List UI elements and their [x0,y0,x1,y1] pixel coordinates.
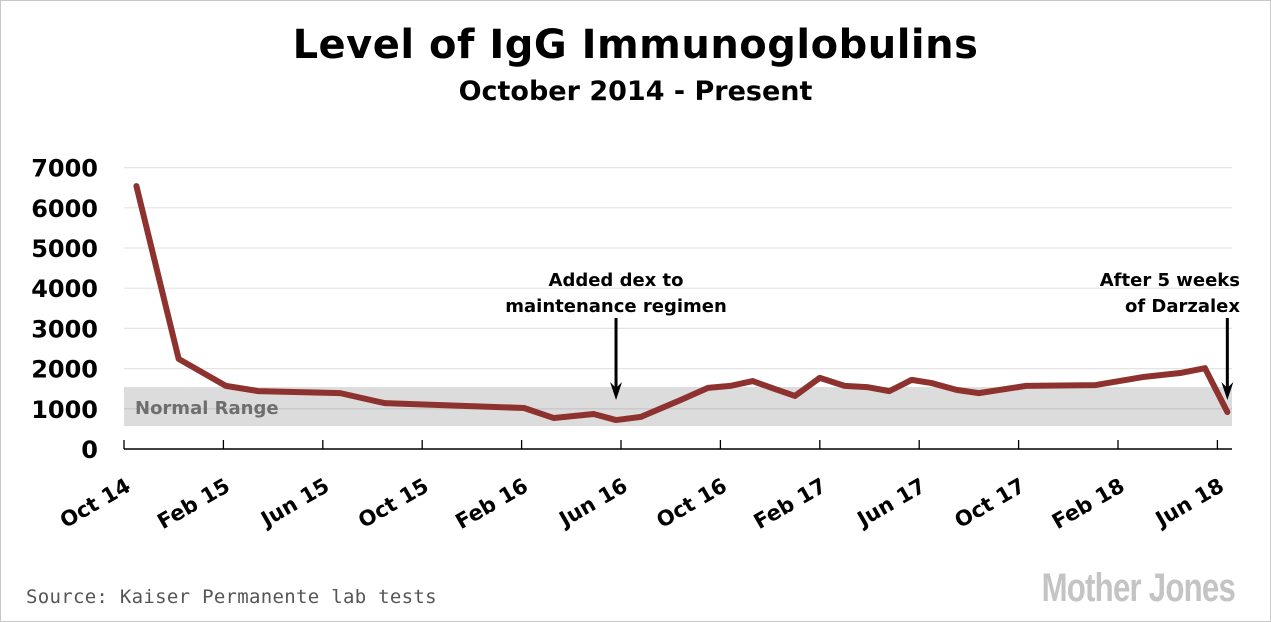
x-tick-label: Feb 15 [153,474,234,534]
source-note: Source: Kaiser Permanente lab tests [26,586,437,608]
x-tick-label: Jun 15 [255,474,333,533]
mother-jones-logo: Mother Jones [1041,566,1236,610]
y-tick-label: 4000 [31,275,98,303]
arrow-down-icon [610,382,623,400]
x-tick-label: Feb 17 [750,474,831,534]
chart-title: Level of IgG Immunoglobulins [292,22,979,68]
x-tick-label: Jun 17 [852,474,930,533]
x-tick-label: Jun 16 [553,474,631,533]
y-tick-label: 2000 [31,356,98,384]
y-tick-label: 6000 [31,195,98,223]
x-tick-label: Oct 14 [56,474,135,533]
x-tick-label: Jun 18 [1150,474,1228,533]
x-tick-label: Oct 15 [354,474,433,533]
annotation-text: maintenance regimen [505,296,727,317]
chart-subtitle: October 2014 - Present [458,76,813,107]
y-tick-label: 5000 [31,235,98,263]
annotation-text: After 5 weeks [1100,270,1240,291]
annotation-text: Added dex to [549,270,684,291]
normal-range-label: Normal Range [135,398,279,419]
y-tick-label: 0 [81,436,98,464]
x-tick-label: Feb 16 [451,474,532,534]
annotation-text: of Darzalex [1125,296,1240,317]
arrow-down-icon [1221,382,1234,400]
x-tick-label: Oct 17 [951,474,1030,533]
x-tick-label: Oct 16 [652,474,731,533]
y-tick-label: 7000 [31,155,98,183]
x-tick-label: Feb 18 [1048,474,1129,534]
y-tick-label: 1000 [31,396,98,424]
y-tick-label: 3000 [31,315,98,343]
